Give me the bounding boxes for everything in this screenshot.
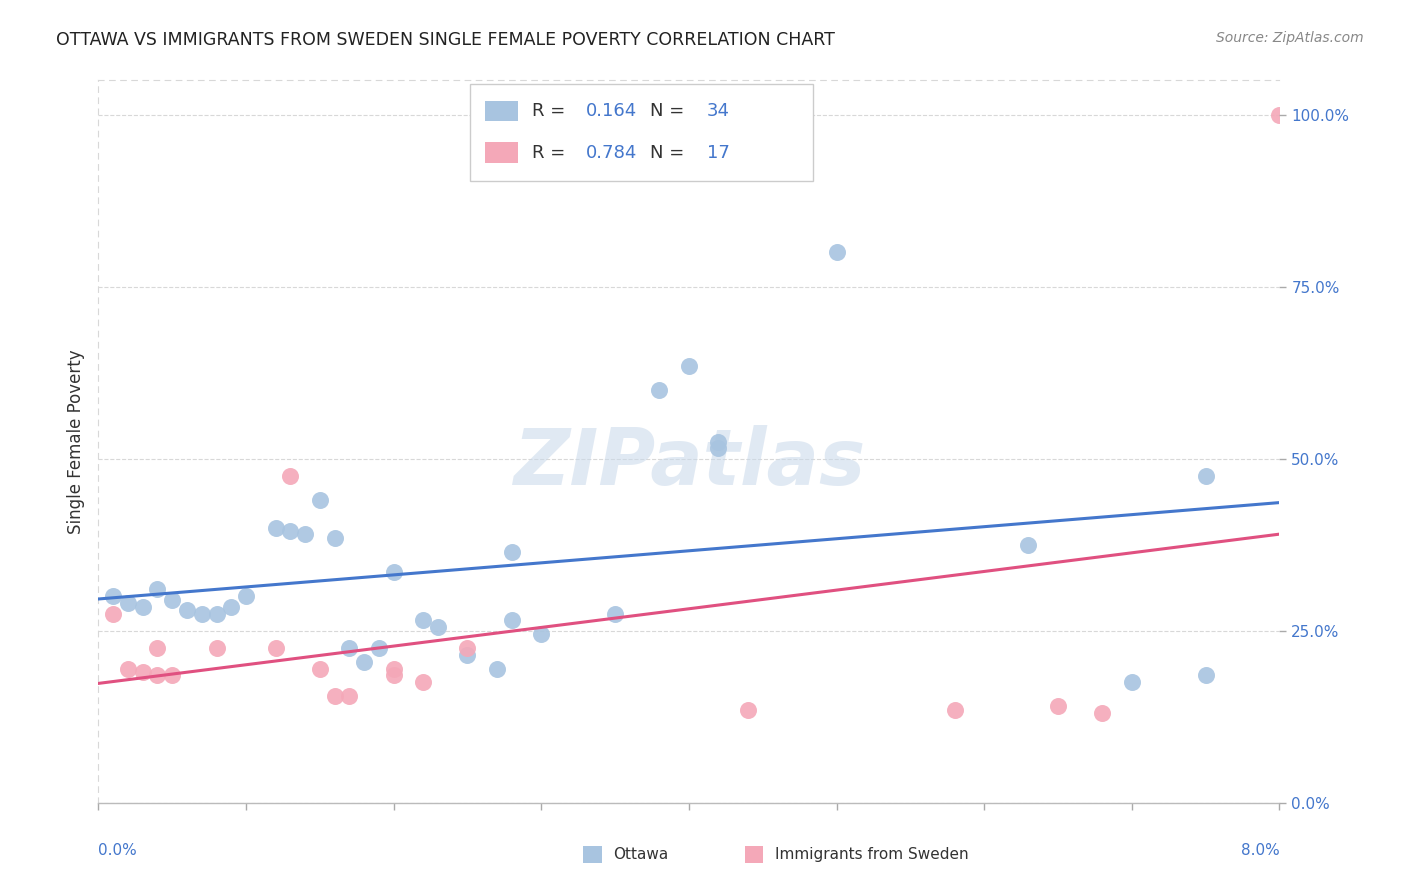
Point xyxy=(191,607,214,621)
Point xyxy=(205,607,228,621)
Point xyxy=(707,434,730,449)
Point xyxy=(412,614,434,628)
Point xyxy=(1195,469,1218,483)
Point xyxy=(103,590,125,604)
Point xyxy=(530,627,553,641)
Bar xyxy=(485,143,517,162)
Point xyxy=(486,662,509,676)
Point xyxy=(117,662,139,676)
Point xyxy=(132,665,155,679)
Point xyxy=(323,531,346,545)
Text: OTTAWA VS IMMIGRANTS FROM SWEDEN SINGLE FEMALE POVERTY CORRELATION CHART: OTTAWA VS IMMIGRANTS FROM SWEDEN SINGLE … xyxy=(56,31,835,49)
Text: 0.164: 0.164 xyxy=(586,103,637,120)
Point xyxy=(382,662,405,676)
Point xyxy=(943,703,966,717)
Point xyxy=(648,383,671,397)
Point xyxy=(382,668,405,682)
Point xyxy=(146,582,169,597)
Point xyxy=(1268,108,1291,122)
Point xyxy=(737,703,759,717)
Point xyxy=(280,469,302,483)
Point xyxy=(117,596,139,610)
Point xyxy=(323,689,346,703)
Point xyxy=(162,668,183,682)
Text: R =: R = xyxy=(531,103,571,120)
Point xyxy=(605,607,627,621)
FancyBboxPatch shape xyxy=(471,84,813,181)
Point xyxy=(382,566,405,580)
Point xyxy=(339,640,361,655)
Point xyxy=(103,607,125,621)
Point xyxy=(264,640,287,655)
Bar xyxy=(485,101,517,121)
Point xyxy=(353,655,375,669)
Point xyxy=(1195,668,1218,682)
Point xyxy=(339,689,361,703)
Point xyxy=(294,527,316,541)
Point xyxy=(678,359,700,373)
Point xyxy=(264,520,287,534)
Point xyxy=(280,524,302,538)
Text: Source: ZipAtlas.com: Source: ZipAtlas.com xyxy=(1216,31,1364,45)
Text: Immigrants from Sweden: Immigrants from Sweden xyxy=(775,847,969,862)
Y-axis label: Single Female Poverty: Single Female Poverty xyxy=(66,350,84,533)
Point xyxy=(825,245,848,260)
Point xyxy=(501,544,523,558)
Point xyxy=(457,648,479,662)
Text: 17: 17 xyxy=(707,144,730,161)
Point xyxy=(309,662,332,676)
Point xyxy=(162,592,183,607)
Point xyxy=(427,620,450,634)
Text: N =: N = xyxy=(650,144,690,161)
Point xyxy=(457,640,479,655)
Point xyxy=(132,599,155,614)
Point xyxy=(176,603,198,617)
Point xyxy=(368,640,391,655)
Point xyxy=(205,640,228,655)
Point xyxy=(1018,538,1040,552)
Point xyxy=(1046,699,1070,714)
Text: 0.784: 0.784 xyxy=(586,144,637,161)
Point xyxy=(1091,706,1114,721)
Text: 8.0%: 8.0% xyxy=(1240,843,1279,858)
Text: 34: 34 xyxy=(707,103,730,120)
Point xyxy=(501,614,523,628)
Text: ZIPatlas: ZIPatlas xyxy=(513,425,865,501)
Text: Ottawa: Ottawa xyxy=(613,847,668,862)
Point xyxy=(235,590,257,604)
Text: R =: R = xyxy=(531,144,571,161)
Point xyxy=(1121,675,1143,690)
Text: 0.0%: 0.0% xyxy=(98,843,138,858)
Point xyxy=(707,442,730,456)
Point xyxy=(309,493,332,508)
Point xyxy=(221,599,243,614)
Point xyxy=(146,640,169,655)
Text: N =: N = xyxy=(650,103,690,120)
Point xyxy=(412,675,434,690)
Point xyxy=(146,668,169,682)
